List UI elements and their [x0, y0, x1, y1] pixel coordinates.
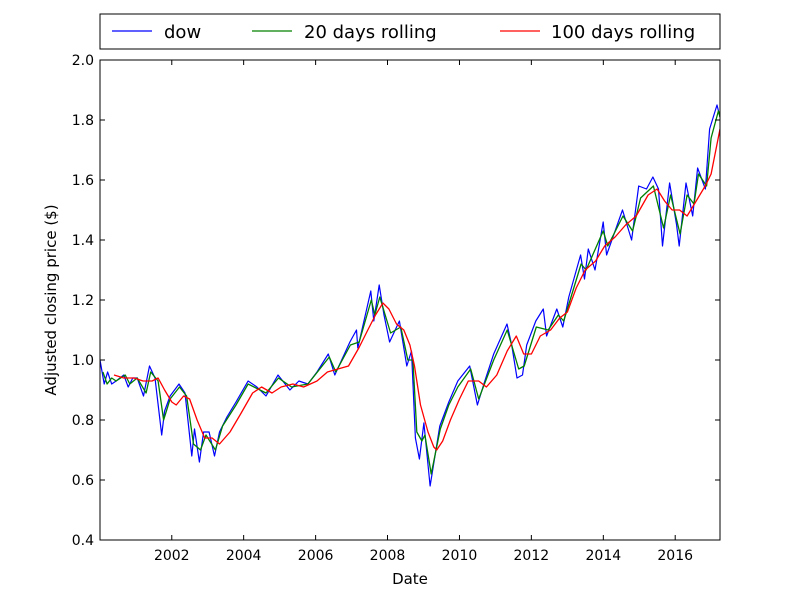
series-line-100-days-rolling [113, 128, 720, 451]
y-tick-label: 1.0 [72, 353, 94, 369]
x-tick-label: 2008 [370, 548, 406, 564]
y-tick-label: 0.8 [72, 413, 94, 429]
y-tick-label: 1.4 [72, 233, 94, 249]
x-tick-label: 2016 [657, 548, 693, 564]
legend-label-20-days: 20 days rolling [304, 22, 437, 43]
series-line-dow [100, 104, 720, 487]
legend: dow 20 days rolling 100 days rolling [99, 13, 721, 50]
legend-label-dow: dow [164, 22, 201, 43]
x-tick-label: 2012 [514, 548, 550, 564]
ticks-layer: 2002 2004 2006 2008 2010 2012 2014 2016 0.4 0.6 0.… [72, 53, 720, 564]
plot-area [100, 60, 720, 540]
x-tick-label: 2010 [442, 548, 478, 564]
x-tick-label: 2014 [586, 548, 622, 564]
y-tick-label: 2.0 [72, 53, 94, 69]
x-axis-label: Date [392, 570, 428, 588]
x-tick-label: 2004 [226, 548, 262, 564]
y-axis-label: Adjusted closing price ($) [42, 204, 60, 395]
y-tick-label: 1.8 [72, 113, 94, 129]
legend-label-100-days: 100 days rolling [551, 22, 695, 43]
legend-box [99, 13, 721, 50]
y-tick-label: 1.6 [72, 173, 94, 189]
series-layer [100, 104, 720, 487]
y-tick-label: 0.4 [72, 533, 94, 549]
y-tick-label: 1.2 [72, 293, 94, 309]
x-tick-label: 2002 [154, 548, 190, 564]
y-tick-label: 0.6 [72, 473, 94, 489]
x-tick-label: 2006 [298, 548, 334, 564]
